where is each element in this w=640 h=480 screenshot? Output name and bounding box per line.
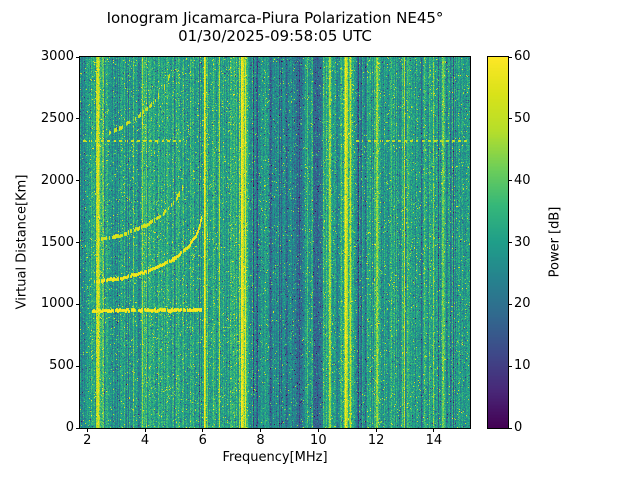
colorbar-tick-label: 50 (514, 110, 531, 126)
y-tick-mark (76, 303, 80, 305)
x-tick-mark (260, 428, 262, 432)
colorbar-tick-label: 0 (514, 420, 523, 435)
y-tick-mark (76, 365, 80, 367)
colorbar-tick-label: 60 (514, 49, 531, 64)
x-tick-mark (375, 428, 377, 432)
y-tick-label: 2500 (40, 110, 74, 126)
colorbar-tick-label: 10 (514, 358, 531, 374)
chart-subtitle: 01/30/2025-09:58:05 UTC (178, 27, 372, 45)
x-tick-label: 6 (198, 433, 207, 448)
colorbar-tick-mark (508, 365, 512, 367)
x-tick-mark (144, 428, 146, 432)
colorbar-tick-mark (508, 118, 512, 120)
ionogram-heatmap-canvas (80, 57, 470, 428)
colorbar-label: Power [dB] (547, 206, 563, 278)
y-tick-mark (76, 118, 80, 120)
y-axis-label: Virtual Distance[Km] (14, 174, 30, 310)
y-tick-label: 500 (49, 358, 74, 374)
y-tick-mark (76, 242, 80, 243)
x-tick-label: 14 (425, 433, 443, 448)
colorbar-tick-mark (508, 180, 512, 182)
x-tick-mark (433, 428, 435, 432)
x-tick-label: 10 (310, 433, 327, 448)
colorbar-tick-label: 30 (514, 234, 531, 250)
colorbar-tick-mark (508, 427, 512, 429)
x-axis-label: Frequency[MHz] (222, 450, 328, 465)
x-tick-label: 12 (367, 433, 385, 448)
y-tick-mark (76, 180, 80, 182)
x-tick-label: 8 (256, 433, 265, 448)
y-tick-mark (76, 427, 80, 429)
y-tick-label: 1500 (40, 234, 74, 250)
x-tick-label: 4 (140, 433, 150, 448)
x-tick-mark (86, 428, 88, 432)
colorbar-tick-mark (508, 242, 512, 243)
y-tick-label: 2000 (40, 172, 74, 188)
chart-title: Ionogram Jicamarca-Piura Polarization NE… (106, 9, 444, 27)
y-tick-mark (76, 56, 80, 58)
x-tick-mark (202, 428, 204, 432)
x-tick-label: 2 (83, 433, 92, 448)
y-tick-label: 0 (65, 420, 74, 435)
colorbar-tick-mark (508, 56, 512, 58)
colorbar-tick-label: 40 (514, 172, 531, 188)
colorbar-canvas (488, 57, 508, 428)
colorbar-tick-mark (508, 303, 512, 305)
colorbar-tick-label: 20 (514, 296, 531, 312)
y-tick-label: 3000 (40, 49, 74, 64)
x-tick-mark (317, 428, 319, 432)
y-tick-label: 1000 (40, 296, 74, 312)
